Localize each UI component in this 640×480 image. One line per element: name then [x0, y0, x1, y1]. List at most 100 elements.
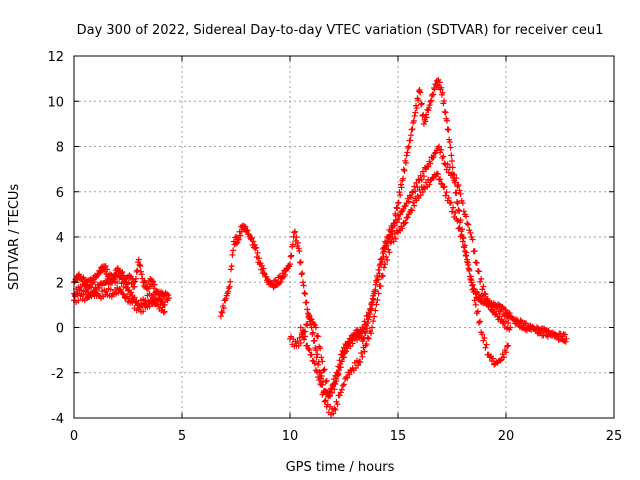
data-point-interp: [396, 189, 403, 196]
data-point-interp: [150, 285, 157, 292]
data-point-interp: [458, 231, 465, 238]
x-tick-label: 20: [498, 429, 515, 444]
data-point-interp: [391, 222, 398, 229]
data-point-interp: [138, 271, 145, 278]
data-point: [481, 290, 488, 297]
data-point-interp: [395, 199, 402, 206]
data-point-interp: [165, 292, 172, 299]
x-tick-label: 15: [390, 429, 407, 444]
data-point-interp: [405, 198, 412, 205]
data-point: [325, 392, 332, 399]
data-point: [438, 84, 445, 91]
data-point-interp: [441, 183, 448, 190]
data-point-interp: [469, 236, 476, 243]
data-point-interp: [331, 386, 338, 393]
data-point: [455, 181, 462, 188]
data-point: [459, 238, 466, 245]
data-point-interp: [371, 313, 378, 320]
data-point: [261, 270, 268, 277]
chart-title: Day 300 of 2022, Sidereal Day-to-day VTE…: [77, 23, 604, 38]
data-point-interp: [307, 315, 314, 322]
data-point-interp: [436, 79, 443, 86]
data-point: [319, 358, 326, 365]
data-point-interp: [412, 188, 419, 195]
data-point-interp: [463, 252, 470, 259]
data-point-interp: [250, 238, 257, 245]
data-point-interp: [248, 234, 255, 241]
data-point-interp: [357, 358, 364, 365]
data-point-interp: [320, 389, 327, 396]
data-point-interp: [359, 353, 366, 360]
data-point-interp: [146, 303, 153, 310]
data-point-interp: [294, 338, 301, 345]
data-point-interp: [470, 289, 477, 296]
grid-layer: [74, 56, 614, 418]
data-point: [436, 143, 443, 150]
data-point-interp: [448, 152, 455, 159]
data-point-interp: [379, 272, 386, 279]
data-point-interp: [364, 325, 371, 332]
tick-layer: 0 5 10 15 20 25 -4 -2 0 2 4 6 8 10 12: [47, 50, 622, 444]
data-point-interp: [151, 281, 158, 288]
data-point: [287, 261, 293, 268]
data-point-interp: [438, 146, 445, 153]
data-point-interp: [499, 351, 506, 358]
data-point-interp: [398, 184, 405, 191]
data-point-interp: [293, 234, 300, 241]
data-point-interp: [120, 272, 127, 279]
data-point-interp: [287, 253, 294, 260]
data-point-interp: [363, 341, 370, 348]
data-point-interp: [256, 255, 263, 262]
data-point-interp: [409, 126, 416, 133]
data-point-interp: [339, 382, 346, 389]
data-point-interp: [374, 296, 381, 303]
data-point-interp: [482, 344, 489, 351]
data-point-interp: [329, 389, 336, 396]
data-point-interp: [334, 401, 341, 408]
data-point-interp: [341, 381, 347, 388]
data-point-interp: [380, 264, 387, 271]
data-point-interp: [230, 247, 237, 254]
data-point: [403, 152, 410, 159]
data-point: [131, 283, 138, 290]
data-point-interp: [418, 100, 425, 107]
data-point-interp: [346, 371, 353, 378]
data-point-interp: [473, 259, 480, 266]
data-point-interp: [385, 246, 392, 253]
data-point: [360, 335, 367, 342]
data-point-interp: [410, 199, 417, 206]
y-tick-label: 2: [56, 276, 64, 291]
data-point: [336, 392, 343, 399]
data-point-interp: [476, 268, 482, 275]
data-point-interp: [409, 189, 416, 196]
data-point-interp: [337, 389, 344, 396]
data-point-interp: [457, 190, 464, 197]
data-point-interp: [449, 158, 455, 165]
data-point-interp: [453, 175, 460, 182]
data-point-interp: [468, 277, 475, 284]
data-point-interp: [423, 111, 430, 118]
data-point-interp: [443, 117, 450, 124]
data-point-interp: [159, 304, 166, 311]
data-point-interp: [120, 291, 127, 298]
data-point: [295, 245, 302, 252]
data-point-interp: [331, 405, 338, 412]
data-point: [317, 369, 324, 376]
data-point: [466, 267, 473, 274]
data-point-interp: [344, 345, 351, 352]
data-point-interp: [402, 219, 409, 226]
data-point-interp: [438, 180, 445, 187]
data-point-interp: [477, 318, 484, 325]
data-point-interp: [482, 291, 489, 298]
data-point-interp: [456, 224, 463, 231]
data-point-interp: [344, 374, 351, 381]
data-point-interp: [426, 181, 433, 188]
data-point-interp: [506, 310, 513, 317]
data-point: [429, 154, 436, 161]
data-point-interp: [449, 208, 455, 215]
data-point-interp: [471, 297, 478, 304]
data-point-interp: [102, 279, 109, 286]
data-point-interp: [305, 345, 312, 352]
